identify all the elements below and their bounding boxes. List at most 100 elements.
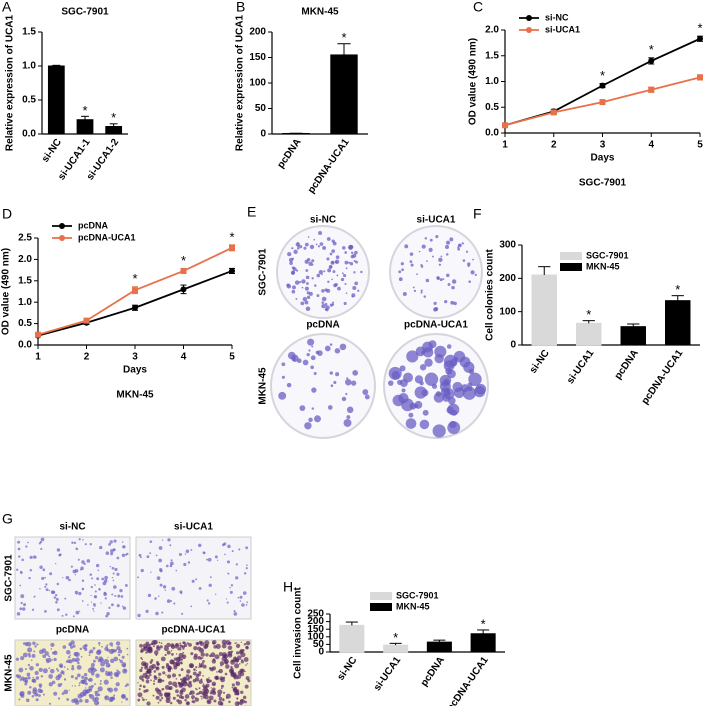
cell [95,563,100,568]
colony [447,369,456,379]
legend-swatch [370,603,392,611]
colony [428,247,433,252]
colony [331,278,333,281]
colony [301,279,306,284]
colony [305,275,310,280]
colony [444,299,448,304]
cell [56,548,61,552]
cell [192,671,197,676]
cell [78,682,81,685]
bar [531,274,557,346]
cell [98,644,101,646]
colony [438,257,443,262]
cell [27,676,31,680]
cell [93,595,98,599]
cell [137,613,141,618]
cell [151,640,157,646]
cell [119,659,123,663]
cell [92,603,96,607]
cell [240,672,245,677]
cell [48,674,53,679]
cell [188,692,192,696]
cell [158,689,161,692]
cell [146,555,150,559]
cell-label: si-UCA1 [417,215,456,226]
legend-label: pcDNA-UCA1 [78,232,136,242]
cell [126,653,129,656]
cell [45,658,49,662]
cell [230,665,233,669]
colony [287,251,292,257]
colony [462,259,466,262]
cell [217,700,223,706]
error-bar [345,621,358,626]
y-axis-label: Cell colonies count [485,248,496,340]
cell [187,561,191,564]
cell [210,687,212,689]
cell [75,547,79,551]
colony [409,260,413,264]
cell [32,555,37,559]
cell [111,576,114,579]
bar [76,119,94,135]
cell [140,556,142,559]
cell [32,678,37,683]
y-tick-label: 1.5 [485,50,499,61]
cell [234,689,238,694]
cell [95,656,99,660]
x-tick-label: 3 [600,140,606,151]
row-label: SGC-7901 [258,248,269,296]
cell [99,680,102,683]
cell [140,568,144,573]
cell [234,656,236,658]
cell [108,606,111,609]
cell [211,659,217,664]
cell [25,643,28,647]
cell [89,573,92,576]
bar [665,300,691,346]
cell [92,697,97,702]
cell [200,695,203,698]
cell [198,666,200,669]
cell [161,665,165,669]
cell [239,600,242,602]
cell [139,675,144,680]
cell [71,541,74,544]
colony [419,381,424,386]
colony [291,247,294,250]
cell [69,654,71,656]
error-bar [337,43,351,55]
cell-label: si-UCA1 [174,522,213,533]
cell [180,668,184,672]
y-axis-label: Cell invasion count [293,586,304,678]
cell [53,650,58,656]
colony [439,278,443,282]
colony [334,348,341,354]
cell [148,643,151,646]
legend-label: SGC-7901 [396,590,439,600]
cell [70,675,74,679]
cell [185,674,190,678]
cell [167,538,171,542]
cell [104,597,107,600]
cell [57,673,63,678]
colony [354,281,359,286]
cell [27,541,29,544]
cell [49,572,53,576]
cell [171,653,174,656]
colony [289,261,293,265]
colony [467,264,470,268]
cell [234,701,240,706]
cell [139,668,143,673]
cell [137,692,143,698]
colony [313,238,316,241]
colony [333,380,337,384]
colony [342,246,346,250]
cell [112,579,115,582]
cell [150,658,154,662]
cell [221,639,227,645]
legend-marker [59,223,65,229]
colony [311,345,314,348]
panel-letter: B [236,0,245,15]
cell [110,552,114,556]
